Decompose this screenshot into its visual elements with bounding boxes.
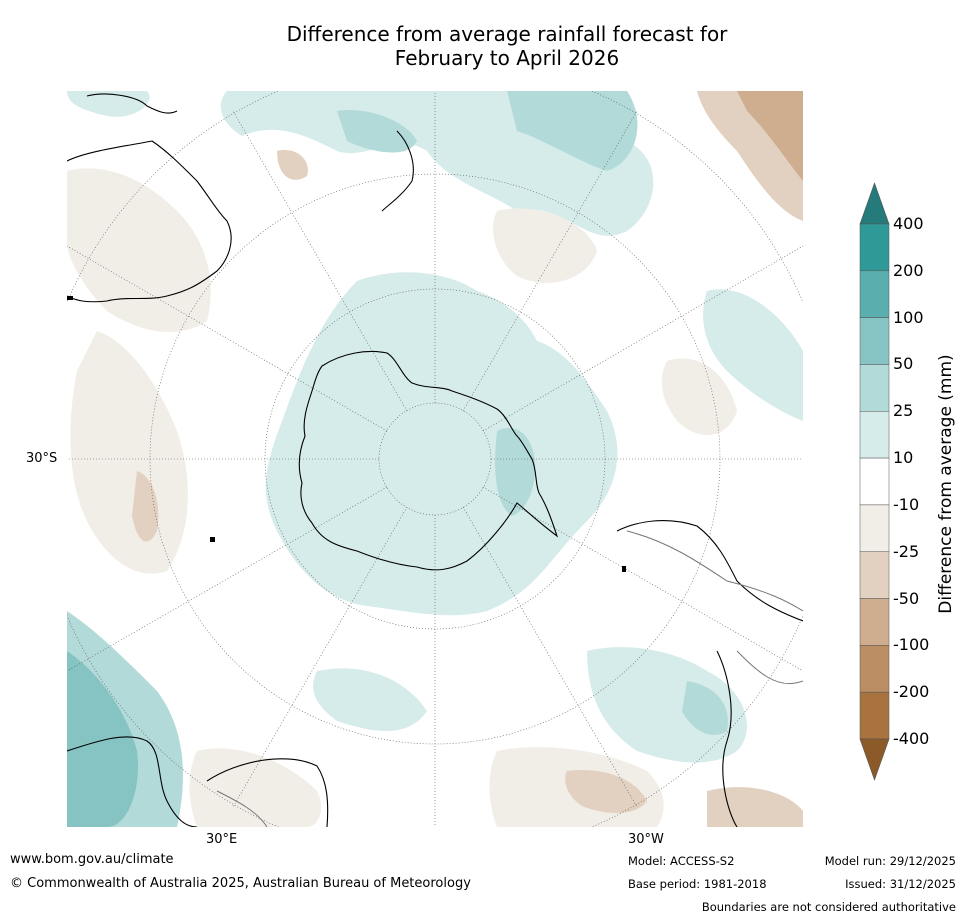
map-title: Difference from average rainfall forecas… bbox=[0, 22, 965, 70]
meridian-6 bbox=[462, 506, 638, 808]
dry-region-australia bbox=[67, 168, 211, 332]
colorbar-bin bbox=[859, 223, 890, 272]
wet-region-nz bbox=[337, 110, 417, 153]
south-america-east-coast bbox=[716, 650, 738, 827]
colorbar-tick-label: -50 bbox=[893, 588, 920, 608]
island-kerguelen bbox=[210, 537, 215, 542]
footer-model: Model: ACCESS-S2 bbox=[628, 854, 735, 868]
dry-region-indian-core bbox=[132, 471, 159, 542]
colorbar-tick-label: -100 bbox=[893, 635, 930, 655]
colorbar-tick-label: 200 bbox=[893, 260, 924, 280]
dry-region-tasman bbox=[277, 150, 308, 180]
drier-areas bbox=[67, 91, 803, 827]
footer-base-period: Base period: 1981-2018 bbox=[628, 877, 767, 891]
africa-coast bbox=[67, 736, 198, 827]
coastlines bbox=[67, 93, 803, 827]
footer-model-run: Model run: 29/12/2025 bbox=[824, 854, 956, 868]
island-west bbox=[67, 296, 73, 300]
colorbar-extend-top bbox=[859, 182, 890, 225]
colorbar-bin bbox=[859, 364, 890, 412]
graticule bbox=[67, 91, 803, 827]
wet-region-peninsula bbox=[495, 427, 536, 516]
colorbar-tick-label: 25 bbox=[893, 401, 914, 421]
meridian-2 bbox=[462, 110, 638, 412]
meridian-8 bbox=[232, 506, 408, 808]
colorbar-tick-label: 10 bbox=[893, 448, 914, 468]
colorbar-extend-bottom bbox=[859, 738, 890, 781]
colorbar-tick-label: -10 bbox=[893, 494, 920, 514]
border-africa bbox=[216, 790, 268, 827]
dry-region-pacific bbox=[493, 208, 597, 283]
border-south-america bbox=[736, 650, 803, 685]
madagascar-coast bbox=[206, 758, 329, 827]
colorbar-tick-label: -25 bbox=[893, 541, 920, 561]
nz-coast bbox=[381, 130, 414, 212]
colorbar-title: Difference from average (mm) bbox=[936, 354, 956, 614]
title-line-1: Difference from average rainfall forecas… bbox=[286, 22, 728, 46]
colorbar-bin bbox=[859, 411, 890, 459]
colorbar-tick-label: -200 bbox=[893, 682, 930, 702]
wetter-areas bbox=[67, 91, 803, 827]
border-chile-argentina bbox=[626, 530, 803, 612]
south-america-coast bbox=[616, 520, 803, 622]
footer-disclaimer: Boundaries are not considered authoritat… bbox=[701, 900, 956, 914]
island-falklands bbox=[622, 566, 626, 572]
wet-region-indian-south bbox=[313, 668, 427, 731]
asia-coast bbox=[86, 93, 178, 114]
dry-region-pacific-2 bbox=[661, 358, 737, 435]
dry-region-se bbox=[707, 787, 803, 827]
wet-region-antarctic bbox=[265, 272, 618, 616]
colorbar-bin bbox=[859, 691, 890, 740]
lon-label-30e: 30°E bbox=[206, 832, 238, 847]
dry-region-s-indian bbox=[189, 748, 322, 827]
rainfall-map bbox=[67, 91, 803, 827]
antarctica-coast bbox=[298, 350, 559, 571]
lon-label-30w: 30°W bbox=[628, 832, 664, 847]
footer-url[interactable]: www.bom.gov.au/climate bbox=[10, 852, 174, 867]
colorbar-bin bbox=[859, 645, 890, 693]
colorbar-bins bbox=[859, 223, 890, 740]
colorbar-bin bbox=[859, 457, 890, 506]
colorbar bbox=[859, 182, 890, 781]
footer-copyright: © Commonwealth of Australia 2025, Austra… bbox=[10, 876, 471, 891]
dry-region-atlantic-core bbox=[565, 770, 647, 813]
islands bbox=[67, 296, 626, 572]
wet-region-pacific-east bbox=[703, 289, 803, 421]
dry-region-indian bbox=[70, 331, 188, 574]
colorbar-tick-label: 50 bbox=[893, 354, 914, 374]
lat-label-30s: 30°S bbox=[26, 451, 58, 466]
meridian-12 bbox=[232, 110, 408, 412]
colorbar-bin bbox=[859, 551, 890, 599]
dry-region-pacific-ne-core bbox=[737, 91, 803, 181]
title-line-2: February to April 2026 bbox=[394, 46, 620, 70]
colorbar-bin bbox=[859, 317, 890, 365]
colorbar-bin bbox=[859, 598, 890, 646]
colorbar-tick-label: 100 bbox=[893, 307, 924, 327]
colorbar-bin bbox=[859, 504, 890, 552]
australia-coast bbox=[67, 140, 232, 303]
colorbar-bin bbox=[859, 270, 890, 318]
wet-region-south-atlantic-core bbox=[682, 681, 728, 735]
colorbar-tick-label: 400 bbox=[893, 214, 924, 233]
wet-region-southern-africa-core bbox=[67, 651, 138, 827]
country-borders bbox=[216, 530, 803, 827]
wet-region-north-2 bbox=[507, 91, 638, 171]
footer-issued: Issued: 31/12/2025 bbox=[845, 877, 956, 891]
colorbar-tick-label: -400 bbox=[893, 729, 930, 748]
